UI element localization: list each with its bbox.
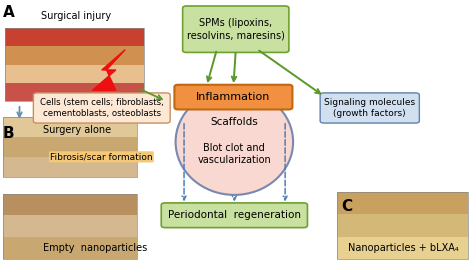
Polygon shape <box>92 50 125 90</box>
FancyBboxPatch shape <box>161 203 308 228</box>
FancyBboxPatch shape <box>320 93 419 123</box>
Text: Signaling molecules
(growth factors): Signaling molecules (growth factors) <box>324 98 415 118</box>
Bar <box>3 137 137 157</box>
Text: B: B <box>3 126 15 141</box>
Text: Cells (stem cells; fibroblasts,
cementoblasts, osteoblasts: Cells (stem cells; fibroblasts, cementob… <box>40 98 164 118</box>
Text: Blot clot and
vascularization: Blot clot and vascularization <box>198 143 271 165</box>
Bar <box>3 117 137 177</box>
Text: SPMs (lipoxins,
resolvins, maresins): SPMs (lipoxins, resolvins, maresins) <box>187 18 285 40</box>
Bar <box>5 83 144 101</box>
Bar <box>337 192 468 259</box>
Text: Nanoparticles + bLXA₄: Nanoparticles + bLXA₄ <box>348 243 458 253</box>
Text: Empty  nanoparticles: Empty nanoparticles <box>43 243 147 253</box>
Text: Periodontal  regeneration: Periodontal regeneration <box>168 210 301 220</box>
Text: C: C <box>342 199 353 214</box>
FancyBboxPatch shape <box>174 85 292 109</box>
Bar <box>3 194 137 259</box>
Ellipse shape <box>175 89 293 195</box>
Bar <box>3 215 137 237</box>
Bar <box>337 192 468 214</box>
Text: Surgery alone: Surgery alone <box>43 125 111 135</box>
Bar <box>3 194 137 215</box>
FancyBboxPatch shape <box>182 6 289 52</box>
Bar <box>3 157 137 177</box>
Bar <box>3 117 137 137</box>
Text: Surgical injury: Surgical injury <box>41 11 111 21</box>
Bar <box>5 46 144 64</box>
Bar <box>5 28 144 46</box>
FancyBboxPatch shape <box>33 93 170 123</box>
Text: Scaffolds: Scaffolds <box>210 117 258 127</box>
Bar <box>337 214 468 236</box>
Text: A: A <box>3 5 15 20</box>
Text: Inflammation: Inflammation <box>196 92 271 102</box>
Bar <box>337 236 468 259</box>
Bar <box>5 64 144 83</box>
Bar <box>5 28 144 101</box>
Bar <box>3 237 137 259</box>
Text: Fibrosis/scar formation: Fibrosis/scar formation <box>50 152 153 161</box>
